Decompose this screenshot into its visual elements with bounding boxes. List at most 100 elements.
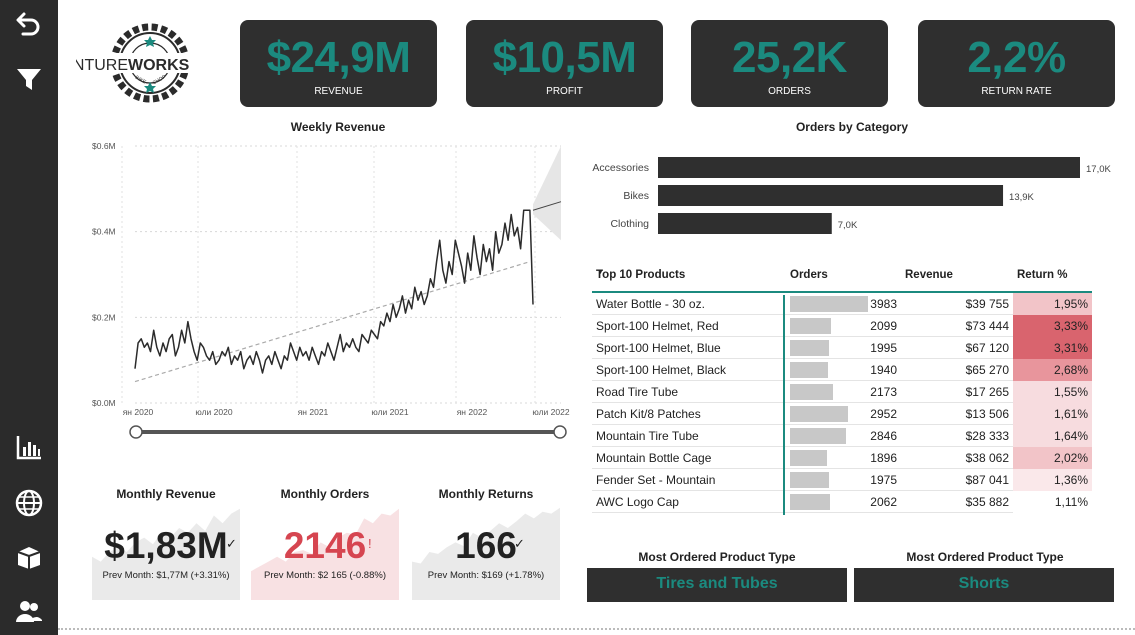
table-row[interactable]: Sport-100 Helmet, Red 2099 $73 444 3,33% <box>592 315 1092 337</box>
orders-value: 2846 <box>870 429 897 443</box>
product-name: Mountain Bottle Cage <box>596 451 712 465</box>
monthly-card-value: 2146 <box>283 525 367 566</box>
revenue-value: $67 120 <box>965 341 1009 355</box>
orders-bar <box>790 340 830 356</box>
table-row[interactable]: Water Bottle - 30 oz. 3983 $39 755 1,95% <box>592 293 1092 315</box>
kpi-orders[interactable]: 25,2K ORDERS <box>691 20 888 107</box>
table-row[interactable]: Sport-100 Helmet, Black 1940 $65 270 2,68% <box>592 359 1092 381</box>
product-name: Sport-100 Helmet, Red <box>596 319 719 333</box>
header-revenue[interactable]: Revenue <box>905 269 953 281</box>
logo-sub-left: BIKE <box>134 75 147 86</box>
monthly-revenue-card[interactable]: Monthly Revenue $1,83M ✓ Prev Month: $1,… <box>92 484 240 600</box>
x-tick-label: ян 2022 <box>457 407 488 417</box>
revenue-value: $38 062 <box>965 451 1009 465</box>
x-tick-label: юли 2022 <box>532 407 569 417</box>
table-header: Top 10 Products ▼ Orders Revenue Return … <box>592 266 1092 293</box>
table-row[interactable]: Patch Kit/8 Patches 2952 $13 506 1,61% <box>592 403 1092 425</box>
table-row[interactable]: AWC Logo Cap 2062 $35 882 1,11% <box>592 491 1092 513</box>
orders-bar <box>790 296 868 312</box>
header-product[interactable]: Top 10 Products <box>596 269 686 281</box>
category-label: Clothing <box>610 218 649 230</box>
category-value-label: 7,0K <box>838 220 858 231</box>
globe-icon[interactable] <box>14 488 44 518</box>
kpi-label: REVENUE <box>314 86 363 97</box>
weekly-revenue-title: Weekly Revenue <box>290 120 386 134</box>
monthly-orders-card[interactable]: Monthly Orders 2146 ! Prev Month: $2 165… <box>251 484 399 600</box>
filter-icon[interactable] <box>14 64 44 94</box>
monthly-card-prev: Prev Month: $1,77M (+3.31%) <box>102 570 230 581</box>
adventure-works-logo: ADVENTURE WORKS BIKE SHOP <box>76 23 220 103</box>
sidebar <box>0 0 58 635</box>
monthly-orders-sparkline <box>251 508 399 600</box>
header-orders[interactable]: Orders <box>790 269 828 281</box>
monthly-returns-card[interactable]: Monthly Returns 166 ✓ Prev Month: $169 (… <box>412 484 560 600</box>
forecast-line <box>532 201 562 211</box>
orders-value: 2173 <box>870 385 897 399</box>
product-name: Road Tire Tube <box>596 385 679 399</box>
revenue-value: $17 265 <box>965 385 1009 399</box>
slider-handle-start[interactable] <box>129 425 143 439</box>
kpi-value: $10,5M <box>492 33 637 82</box>
product-name: Fender Set - Mountain <box>596 473 716 487</box>
return-value: 2,02% <box>1013 447 1092 469</box>
sort-desc-icon[interactable]: ▼ <box>597 269 604 276</box>
orders-value: 3983 <box>870 297 897 311</box>
orders-value: 1995 <box>870 341 897 355</box>
orders-bar <box>790 384 833 400</box>
y-tick-label: $0.4M <box>92 227 116 237</box>
product-name: AWC Logo Cap <box>596 495 679 509</box>
top-products-table[interactable]: Top 10 Products ▼ Orders Revenue Return … <box>592 266 1092 513</box>
table-row[interactable]: Sport-100 Helmet, Blue 1995 $67 120 3,31% <box>592 337 1092 359</box>
kpi-return-rate[interactable]: 2,2% RETURN RATE <box>918 20 1115 107</box>
orders-by-category-title: Orders by Category <box>795 120 909 134</box>
product-name: Sport-100 Helmet, Blue <box>596 341 721 355</box>
product-name: Sport-100 Helmet, Black <box>596 363 727 377</box>
check-icon: ✓ <box>514 536 525 551</box>
table-row[interactable]: Road Tire Tube 2173 $17 265 1,55% <box>592 381 1092 403</box>
table-row[interactable]: Mountain Bottle Cage 1896 $38 062 2,02% <box>592 447 1092 469</box>
weekly-revenue-chart[interactable]: $0.0M $0.2M $0.4M $0.6M ян 2020 юли 2020 ян 20… <box>88 136 580 446</box>
orders-value: 2062 <box>870 495 897 509</box>
most-ordered-title: Most Ordered Product Type <box>906 550 1064 564</box>
revenue-value: $73 444 <box>965 319 1009 333</box>
x-tick-label: ян 2021 <box>298 407 329 417</box>
orders-value: 1940 <box>870 363 897 377</box>
category-bar[interactable] <box>658 157 1080 178</box>
return-value: 1,61% <box>1013 403 1092 425</box>
y-tick-label: $0.0M <box>92 398 116 408</box>
forecast-band <box>533 146 561 241</box>
x-tick-label: юли 2021 <box>371 407 408 417</box>
revenue-value: $39 755 <box>965 297 1009 311</box>
product-name: Patch Kit/8 Patches <box>596 407 701 421</box>
most-ordered-value[interactable]: Tires and Tubes <box>587 568 847 602</box>
category-bar[interactable] <box>658 185 1004 206</box>
table-row[interactable]: Fender Set - Mountain 1975 $87 041 1,36% <box>592 469 1092 491</box>
header-return[interactable]: Return % <box>1017 269 1068 281</box>
most-ordered-value[interactable]: Shorts <box>854 568 1114 602</box>
orders-value: 2099 <box>870 319 897 333</box>
revenue-value: $87 041 <box>965 473 1009 487</box>
logo-text-right: WORKS <box>128 57 190 74</box>
slider-handle-end[interactable] <box>553 425 567 439</box>
users-icon[interactable] <box>14 596 44 626</box>
monthly-card-value: $1,83M <box>104 525 228 566</box>
orders-value: 2952 <box>870 407 897 421</box>
kpi-revenue[interactable]: $24,9M REVENUE <box>240 20 437 107</box>
orders-by-category-chart[interactable]: Accessories 17,0K Bikes 13,9K Clothing 7,0K <box>588 148 1133 240</box>
return-value: 1,11% <box>1013 491 1092 513</box>
return-value: 1,55% <box>1013 381 1092 403</box>
bar-chart-icon[interactable] <box>14 432 44 462</box>
box-icon[interactable] <box>14 542 44 572</box>
orders-bar <box>790 406 848 422</box>
table-row[interactable]: Mountain Tire Tube 2846 $28 333 1,64% <box>592 425 1092 447</box>
category-bar[interactable] <box>658 213 832 234</box>
monthly-card-value: 166 <box>455 525 517 566</box>
table-divider <box>783 295 785 515</box>
kpi-profit[interactable]: $10,5M PROFIT <box>466 20 663 107</box>
orders-bar <box>790 450 828 466</box>
back-arrow-icon[interactable] <box>14 8 44 38</box>
return-value: 3,31% <box>1013 337 1092 359</box>
revenue-value: $35 882 <box>965 495 1009 509</box>
table-body: Water Bottle - 30 oz. 3983 $39 755 1,95% Spo… <box>592 293 1092 513</box>
